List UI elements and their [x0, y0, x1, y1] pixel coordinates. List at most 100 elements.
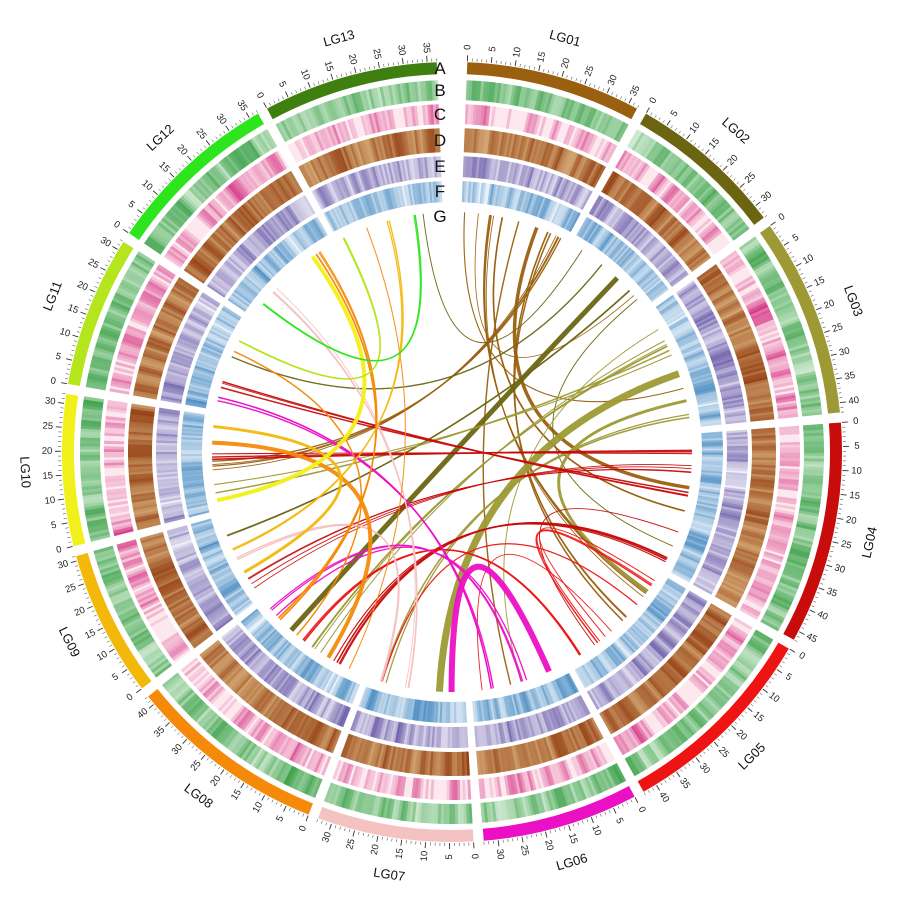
tick-mark [376, 835, 379, 842]
density-bin [584, 133, 596, 154]
density-bin [108, 505, 129, 512]
density-bin [721, 392, 743, 399]
density-bin [549, 681, 560, 702]
tick-mark [277, 98, 280, 102]
density-bin [685, 713, 702, 731]
density-bin [551, 203, 562, 224]
tick-mark [823, 573, 827, 576]
density-bin [396, 800, 403, 821]
tick-mark [285, 91, 289, 98]
density-bin [488, 158, 494, 180]
density-bin [376, 136, 385, 161]
density-bin [362, 90, 371, 111]
tick-mark [79, 322, 83, 324]
tick-mark [746, 192, 749, 195]
density-bin [759, 563, 780, 573]
density-bin [617, 248, 634, 267]
density-bin [638, 234, 655, 252]
tick-label: 0 [853, 416, 859, 427]
density-bin [245, 683, 263, 704]
density-bin [767, 355, 788, 364]
density-bin [659, 300, 678, 314]
density-bin [524, 742, 534, 767]
density-bin [513, 773, 521, 794]
density-bin [712, 291, 736, 307]
density-bin [131, 312, 152, 324]
density-bin [109, 302, 130, 314]
density-bin [665, 622, 684, 638]
density-bin [259, 132, 273, 151]
density-bin [181, 693, 198, 710]
density-bin [170, 644, 189, 659]
density-bin [664, 624, 683, 640]
density-bin [762, 275, 782, 289]
density-bin [663, 626, 681, 642]
density-bin [396, 160, 403, 182]
density-bin [658, 668, 677, 688]
density-bin [194, 304, 214, 317]
tick-mark [148, 199, 152, 203]
tick-mark [313, 83, 315, 87]
density-bin [99, 564, 120, 574]
density-bin [489, 130, 496, 155]
tick-mark [147, 700, 151, 703]
density-bin [696, 623, 719, 640]
chromosome-label-lg04: LG04 [859, 525, 880, 559]
tick-mark [572, 823, 575, 827]
density-bin [781, 573, 801, 584]
density-bin [340, 176, 352, 198]
density-bin [401, 722, 408, 745]
density-bin [647, 644, 664, 661]
density-bin [647, 677, 666, 698]
density-bin [277, 243, 293, 261]
density-bin [254, 656, 271, 675]
density-bin [695, 390, 717, 398]
density-bin [147, 338, 171, 350]
density-bin [597, 653, 613, 673]
tick-mark [770, 221, 776, 226]
tick-mark [119, 661, 122, 664]
density-bin [610, 210, 625, 229]
density-bin [553, 706, 564, 728]
density-bin [216, 270, 235, 286]
density-bin [747, 301, 768, 314]
tick-mark [66, 546, 73, 549]
density-bin [94, 550, 116, 560]
density-bin [508, 774, 516, 795]
chromosome-label-lg09: LG09 [56, 624, 84, 659]
density-bin [183, 695, 200, 712]
tick-mark [250, 787, 253, 791]
density-bin [204, 645, 225, 663]
density-bin [753, 260, 773, 274]
density-bin [680, 551, 701, 562]
density-bin [451, 726, 455, 748]
density-bin [218, 224, 239, 244]
density-bin [589, 109, 600, 130]
density-bin [166, 370, 188, 379]
density-bin [219, 191, 235, 209]
density-bin [273, 180, 289, 202]
density-bin [275, 212, 291, 232]
density-bin [507, 84, 514, 105]
density-bin [223, 664, 242, 684]
density-bin [89, 363, 111, 372]
density-bin [573, 155, 586, 179]
density-bin [348, 93, 357, 114]
density-bin [586, 776, 598, 796]
tick-label: 30 [395, 44, 407, 56]
density-bin [408, 106, 414, 127]
tick-mark [626, 801, 629, 805]
density-bin [239, 144, 254, 163]
density-bin [482, 105, 488, 126]
density-bin [718, 588, 741, 602]
density-bin [189, 383, 211, 392]
tick-mark [791, 256, 795, 258]
density-bin [691, 521, 713, 531]
tick-mark [686, 134, 691, 140]
density-bin [274, 640, 290, 659]
density-bin [731, 226, 750, 241]
density-bin [208, 608, 228, 623]
density-bin [318, 129, 330, 149]
tick-mark [824, 330, 831, 333]
ideogram-lg13 [266, 62, 438, 120]
